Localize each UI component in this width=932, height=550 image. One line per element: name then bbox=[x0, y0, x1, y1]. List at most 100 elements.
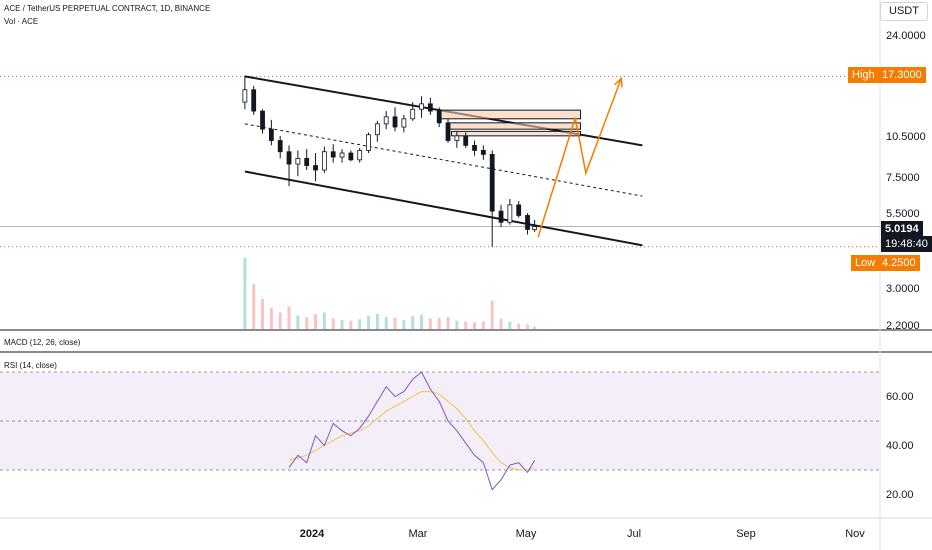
candle-body bbox=[268, 128, 274, 141]
candle-body bbox=[330, 151, 336, 158]
volume-bar bbox=[349, 320, 353, 329]
price-tick: 10.5000 bbox=[886, 131, 926, 143]
candle-body bbox=[286, 151, 292, 165]
candle-body bbox=[295, 158, 301, 165]
volume-bar bbox=[243, 257, 247, 329]
price-tick: 2.2000 bbox=[886, 320, 920, 332]
volume-bar bbox=[428, 318, 432, 329]
volume-bar bbox=[402, 320, 406, 329]
rsi-tick: 20.00 bbox=[886, 489, 914, 501]
volume-pane bbox=[243, 257, 537, 329]
volume-bar bbox=[464, 321, 468, 329]
volume-bar bbox=[455, 320, 459, 329]
projection-path bbox=[537, 76, 623, 238]
candle-body bbox=[532, 226, 537, 230]
volume-bar bbox=[322, 312, 326, 329]
volume-bar bbox=[393, 317, 397, 329]
resistance-zones bbox=[440, 109, 582, 137]
candle-body bbox=[454, 135, 460, 141]
symbol-title: ACE / TetherUS PERPETUAL CONTRACT, 1D, B… bbox=[4, 4, 211, 13]
candle-body bbox=[251, 89, 257, 112]
price-tick: 24.0000 bbox=[886, 30, 926, 42]
candle-body bbox=[498, 210, 504, 223]
low-label: Low bbox=[851, 255, 880, 271]
volume-bar bbox=[314, 314, 318, 329]
candle-body bbox=[489, 153, 495, 212]
candle-body bbox=[374, 123, 380, 136]
candle-body bbox=[436, 110, 442, 124]
volume-bar bbox=[446, 317, 450, 329]
candle-body bbox=[260, 110, 265, 130]
candle-body bbox=[472, 144, 477, 151]
volume-bar bbox=[533, 326, 537, 329]
volume-bar bbox=[278, 312, 282, 329]
time-label-nov: Nov bbox=[845, 528, 865, 540]
volume-bar bbox=[481, 321, 485, 329]
volume-bar bbox=[367, 315, 371, 329]
candle-body bbox=[516, 204, 522, 216]
time-label-jul: Jul bbox=[626, 528, 642, 540]
rsi-pane bbox=[0, 371, 880, 491]
candle-body bbox=[383, 116, 389, 125]
macd-legend[interactable]: MACD (12, 26, close) bbox=[4, 338, 81, 347]
low-value: 4.2500 bbox=[878, 255, 920, 271]
last-price-tag: 5.0194 bbox=[881, 221, 923, 237]
time-label-may: May bbox=[515, 528, 537, 540]
candle-body bbox=[427, 103, 433, 112]
volume-bar bbox=[490, 300, 494, 329]
volume-bar bbox=[411, 316, 415, 329]
candle-body bbox=[507, 204, 513, 223]
currency-selector[interactable]: USDT bbox=[880, 2, 928, 21]
rsi-line bbox=[288, 371, 536, 491]
candle-body bbox=[419, 103, 424, 110]
projection-line bbox=[537, 78, 622, 238]
candle-body bbox=[480, 150, 486, 155]
time-label-2024: 2024 bbox=[299, 528, 325, 540]
volume-bar bbox=[499, 318, 503, 329]
countdown-tag: 19:48:40 bbox=[881, 236, 932, 252]
candle-body bbox=[242, 89, 248, 103]
resistance-zone bbox=[440, 109, 582, 120]
volume-bar bbox=[269, 308, 273, 329]
candle-body bbox=[339, 152, 345, 158]
candle-body bbox=[463, 135, 469, 146]
candles bbox=[242, 76, 537, 247]
candle-body bbox=[445, 122, 451, 141]
volume-bar bbox=[305, 317, 309, 329]
price-tick: 3.0000 bbox=[886, 283, 920, 295]
volume-bar bbox=[252, 284, 256, 329]
resistance-zone bbox=[447, 122, 582, 130]
volume-bar bbox=[384, 317, 388, 329]
candle-body bbox=[304, 158, 310, 166]
channel-mid-line bbox=[244, 123, 643, 197]
rsi-ma-line bbox=[288, 391, 535, 471]
candle-body bbox=[401, 118, 407, 128]
volume-legend: Vol · ACE bbox=[4, 17, 39, 26]
volume-bar bbox=[508, 321, 512, 329]
candle-body bbox=[525, 215, 530, 230]
price-tick: 5.5000 bbox=[886, 208, 920, 220]
volume-bar bbox=[526, 324, 530, 329]
resistance-zone bbox=[451, 130, 582, 137]
volume-bar bbox=[358, 319, 362, 329]
candle-body bbox=[410, 108, 416, 120]
candle-body bbox=[277, 140, 283, 153]
high-value: 17.3000 bbox=[878, 67, 926, 83]
candle-body bbox=[321, 151, 327, 171]
volume-bar bbox=[331, 318, 335, 329]
candle-body bbox=[313, 165, 318, 171]
volume-bar bbox=[287, 306, 291, 329]
volume-bar bbox=[296, 315, 300, 329]
candle-body bbox=[392, 116, 398, 128]
rsi-legend[interactable]: RSI (14, close) bbox=[4, 361, 57, 370]
rsi-tick: 60.00 bbox=[886, 391, 914, 403]
volume-bar bbox=[375, 314, 379, 329]
candle-body bbox=[366, 134, 371, 151]
channel-lower-line bbox=[244, 170, 643, 247]
time-label-mar: Mar bbox=[408, 528, 428, 540]
candle-body bbox=[348, 152, 354, 161]
time-label-sep: Sep bbox=[736, 528, 756, 540]
price-tick: 7.5000 bbox=[886, 172, 920, 184]
volume-bar bbox=[473, 322, 477, 329]
